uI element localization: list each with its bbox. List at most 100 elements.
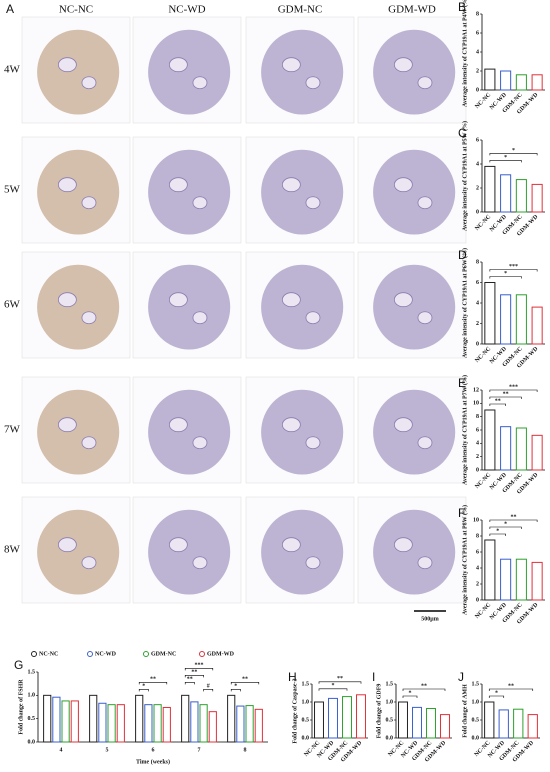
y-axis-label: Fold change of AMH	[462, 684, 468, 738]
significance-bracket	[489, 269, 538, 272]
y-tick-label: 6	[476, 427, 479, 433]
y-tick-label: 1.5	[472, 681, 480, 687]
bar	[531, 74, 543, 91]
column-header: NC-NC	[59, 4, 93, 16]
y-tick-label: 1.0	[302, 699, 310, 705]
bar	[70, 700, 79, 743]
y-tick-label: 10	[473, 401, 479, 407]
bar	[61, 700, 70, 743]
tissue-section	[261, 389, 344, 475]
significance-label: *	[495, 690, 498, 696]
scale-bar-label: 500μm	[421, 616, 438, 622]
follicle	[281, 292, 301, 308]
x-tick-label: 7	[198, 747, 201, 753]
tissue-section	[373, 29, 456, 115]
bar	[199, 704, 208, 743]
significance-bracket	[489, 160, 522, 163]
y-tick-label: 8	[476, 414, 479, 420]
significance-bracket	[489, 276, 522, 279]
bar	[527, 714, 538, 739]
follicle	[57, 417, 77, 433]
bar	[513, 708, 524, 739]
y-tick-label: 0	[476, 87, 479, 93]
significance-label: **	[503, 391, 509, 397]
follicle	[81, 436, 97, 450]
follicle	[192, 76, 208, 90]
panel-label: I	[372, 670, 375, 684]
significance-bracket	[489, 153, 538, 156]
y-tick-label: 4	[476, 49, 479, 55]
y-axis-label: Average intensity of CYP19A1 at P4W (%)	[461, 0, 468, 107]
y-tick-label: 0.5	[386, 717, 394, 723]
significance-label: **	[191, 670, 197, 676]
follicle	[305, 311, 321, 325]
y-tick-label: 2	[476, 185, 479, 191]
significance-label: **	[508, 683, 514, 689]
follicle	[168, 417, 188, 433]
tissue-section	[37, 29, 120, 115]
significance-bracket	[184, 668, 214, 671]
y-axis-label: Average intensity of CYP19A1 at P7W (%)	[461, 375, 468, 485]
y-tick-label: 8	[476, 533, 479, 539]
bar	[144, 704, 153, 743]
bar	[181, 694, 190, 743]
y-tick-label: 0.5	[472, 717, 480, 723]
row-label: 5W	[4, 184, 21, 196]
bar	[531, 306, 543, 345]
y-axis-label: Average intensity of CYP19A1 at P5W (%)	[461, 121, 468, 231]
follicle	[168, 57, 188, 73]
follicle	[57, 57, 77, 73]
panel-label: G	[14, 658, 23, 672]
significance-bracket	[138, 682, 168, 685]
bar	[245, 705, 254, 743]
follicle	[192, 311, 208, 325]
significance-bracket	[488, 688, 534, 691]
significance-label: **	[495, 398, 501, 404]
follicle	[281, 417, 301, 433]
bar	[328, 697, 338, 739]
significance-bracket	[230, 682, 260, 685]
follicle	[417, 196, 433, 210]
tissue-section	[37, 509, 120, 595]
y-tick-label: 4	[476, 565, 479, 571]
significance-bracket	[488, 695, 505, 698]
y-tick-label: 0.5	[302, 717, 310, 723]
significance-bracket	[402, 695, 418, 698]
bar	[531, 434, 543, 471]
panel-label: C	[458, 126, 467, 140]
y-tick-label: 2	[476, 454, 479, 460]
bar	[227, 694, 236, 743]
significance-label: *	[409, 690, 412, 696]
row-label: 6W	[4, 299, 21, 311]
y-tick-label: 6	[476, 137, 479, 143]
y-tick-label: 1.0	[386, 699, 394, 705]
bar	[531, 561, 543, 601]
legend-label: NC-NC	[39, 651, 58, 657]
tissue-section	[373, 509, 456, 595]
bar	[500, 558, 512, 601]
significance-label: **	[337, 676, 343, 682]
bar	[208, 711, 217, 743]
panel-label: H	[288, 670, 297, 684]
bar	[515, 294, 527, 345]
significance-bracket	[402, 688, 446, 691]
bar	[190, 701, 199, 743]
bar	[107, 704, 116, 743]
y-tick-label: 0.0	[472, 735, 480, 741]
follicle	[305, 556, 321, 570]
follicle	[393, 417, 413, 433]
tissue-section	[37, 264, 120, 350]
follicle	[192, 556, 208, 570]
tissue-section	[148, 509, 231, 595]
y-tick-label: 8	[476, 259, 479, 265]
x-axis-label: Time (weeks)	[136, 758, 170, 765]
x-tick-label: 4	[60, 747, 63, 753]
bar	[116, 704, 125, 743]
significance-bracket	[489, 389, 538, 392]
y-tick-label: 2	[476, 321, 479, 327]
panel-label: F	[458, 506, 465, 520]
tissue-section	[373, 149, 456, 235]
y-axis-label: Fold change of FSHR	[18, 679, 24, 735]
follicle	[281, 177, 301, 193]
